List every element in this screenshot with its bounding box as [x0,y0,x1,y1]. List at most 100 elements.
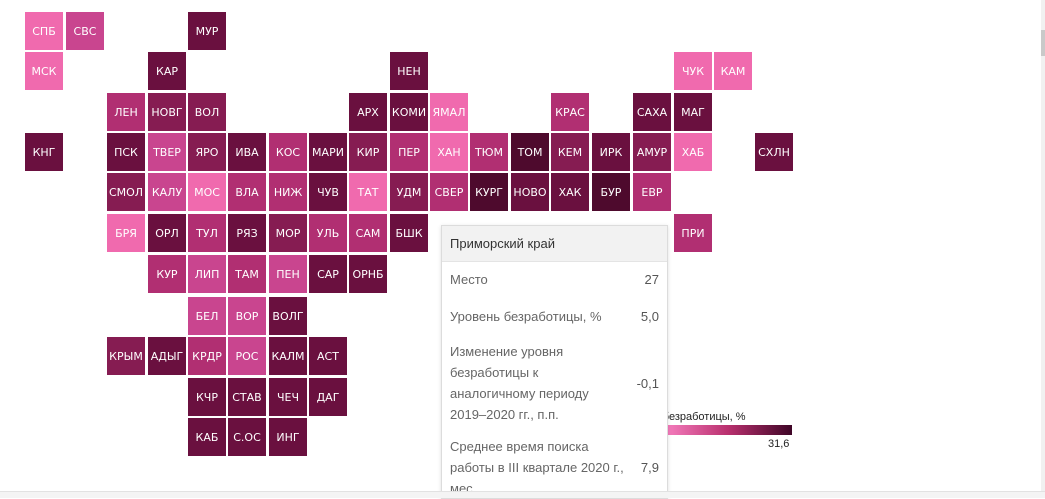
region-tile[interactable]: ЧУВ [309,173,347,211]
region-tile[interactable]: МСК [25,52,63,90]
region-tile[interactable]: КЕМ [551,133,589,171]
region-tile[interactable]: СВЕР [430,173,468,211]
region-tooltip: Приморский край Место 27 Уровень безрабо… [441,225,668,499]
region-tile[interactable]: АСТ [309,337,347,375]
tooltip-label: Среднее время поиска работы в III кварта… [450,439,624,496]
vertical-scrollbar[interactable] [1041,0,1045,497]
region-tile[interactable]: КУРГ [470,173,508,211]
region-tile[interactable]: ВЛА [228,173,266,211]
region-tile[interactable]: КАЛМ [269,337,307,375]
region-tile[interactable]: ИНГ [269,418,307,456]
region-tile[interactable]: САР [309,255,347,293]
region-tile[interactable]: ЯМАЛ [430,93,468,131]
region-tile[interactable]: ИРК [592,133,630,171]
region-tile[interactable]: КРЫМ [107,337,145,375]
region-tile[interactable]: НИЖ [269,173,307,211]
tooltip-row-unemployment: Уровень безработицы, % 5,0 [450,306,659,327]
region-tile[interactable]: ВОЛ [188,93,226,131]
region-tile[interactable]: СХЛН [755,133,793,171]
tooltip-value: -0,1 [636,375,659,391]
region-tile[interactable]: АРХ [349,93,387,131]
region-tile[interactable]: ЛЕН [107,93,145,131]
region-tile[interactable]: ЯРО [188,133,226,171]
region-tile[interactable]: ПЕР [390,133,428,171]
scrollbar-thumb[interactable] [1041,30,1045,56]
legend-max-value: 31,6 [768,438,790,450]
region-tile[interactable]: КОМИ [390,93,428,131]
region-tile[interactable]: БШК [390,214,428,252]
region-tile[interactable]: НОВГ [148,93,186,131]
region-tile[interactable]: ХАК [551,173,589,211]
region-tile[interactable]: ЧЕЧ [269,378,307,416]
region-tile[interactable]: САХА [633,93,671,131]
region-tile[interactable]: СТАВ [228,378,266,416]
region-tile[interactable]: ПЕН [269,255,307,293]
legend-color-scale [664,425,792,435]
region-tile[interactable]: ТЮМ [470,133,508,171]
tooltip-row-rank: Место 27 [450,269,659,290]
tooltip-value: 5,0 [640,309,659,324]
tooltip-label: Изменение уровня безработицы к аналогичн… [450,344,589,422]
region-tile[interactable]: ИВА [228,133,266,171]
tooltip-label: Уровень безработицы, % [450,309,602,324]
region-tile[interactable]: КУР [148,255,186,293]
region-tile[interactable]: НЕН [390,52,428,90]
region-tile[interactable]: ПРИ [674,214,712,252]
region-tile[interactable]: ТВЕР [148,133,186,171]
region-tile[interactable]: СМОЛ [107,173,145,211]
region-tile[interactable]: ПСК [107,133,145,171]
region-tile[interactable]: КАР [148,52,186,90]
tooltip-value: 27 [644,272,659,287]
region-tile[interactable]: МАГ [674,93,712,131]
region-tile[interactable]: ЧУК [674,52,712,90]
tooltip-label: Место [450,272,488,287]
region-tile[interactable]: ТАМ [228,255,266,293]
region-tile[interactable]: ТАТ [349,173,387,211]
region-tile[interactable]: ЛИП [188,255,226,293]
region-tile[interactable]: ОРЛ [148,214,186,252]
region-tile[interactable]: НОВО [511,173,549,211]
region-tile[interactable]: РОС [228,337,266,375]
region-tile[interactable]: СПБ [25,12,63,50]
region-tile[interactable]: КЧР [188,378,226,416]
region-tile[interactable]: БРЯ [107,214,145,252]
legend-title: ь безработицы, % [654,411,746,423]
region-tile[interactable]: КАБ [188,418,226,456]
region-tile[interactable]: МОР [269,214,307,252]
region-tile[interactable]: ТУЛ [188,214,226,252]
region-tile[interactable]: БЕЛ [188,297,226,335]
region-tile[interactable]: АМУР [633,133,671,171]
region-tile[interactable]: МАРИ [309,133,347,171]
tooltip-value: 7,9 [640,460,659,475]
region-tile[interactable]: УДМ [390,173,428,211]
region-tile[interactable]: ОРНБ [349,255,387,293]
region-tile[interactable]: МОС [188,173,226,211]
tooltip-title: Приморский край [442,226,667,262]
region-tile[interactable]: РЯЗ [228,214,266,252]
region-tile[interactable]: С.ОС [228,418,266,456]
region-tile[interactable]: АДЫГ [148,337,186,375]
region-tile[interactable]: ДАГ [309,378,347,416]
region-tile[interactable]: КИР [349,133,387,171]
region-tile[interactable]: ЕВР [633,173,671,211]
region-tile[interactable]: КРДР [188,337,226,375]
region-tile[interactable]: ХАБ [674,133,712,171]
region-tile[interactable]: КРАС [551,93,589,131]
page-bottom-edge [0,491,1045,498]
region-tile[interactable]: ХАН [430,133,468,171]
region-tile[interactable]: КНГ [25,133,63,171]
region-tile[interactable]: КОС [269,133,307,171]
region-tile[interactable]: УЛЬ [309,214,347,252]
region-tile[interactable]: САМ [349,214,387,252]
region-tile[interactable]: ВОР [228,297,266,335]
region-tile[interactable]: СВС [66,12,104,50]
region-tile[interactable]: ТОМ [511,133,549,171]
tooltip-row-search-time: Среднее время поиска работы в III кварта… [450,436,659,498]
region-tile[interactable]: КАМ [714,52,752,90]
region-tile[interactable]: БУР [592,173,630,211]
tooltip-row-change: Изменение уровня безработицы к аналогичн… [450,341,659,425]
region-tile[interactable]: МУР [188,12,226,50]
region-tile[interactable]: ВОЛГ [269,297,307,335]
region-tile[interactable]: КАЛУ [148,173,186,211]
